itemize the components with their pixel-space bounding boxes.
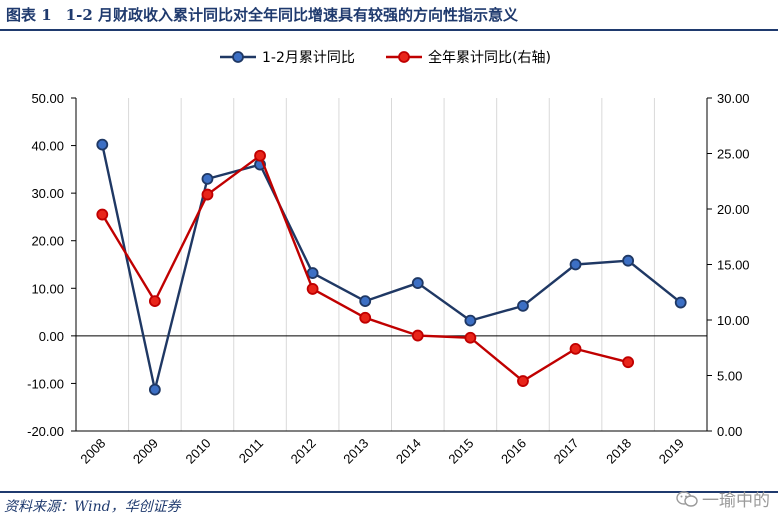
y-right-tick-label: 25.00 xyxy=(717,147,750,162)
x-tick-label: 2010 xyxy=(183,436,214,467)
x-tick-label: 2016 xyxy=(498,436,529,467)
data-point-red xyxy=(254,149,266,162)
x-tick-label: 2008 xyxy=(77,436,108,467)
data-point-red xyxy=(411,329,424,342)
data-point-blue xyxy=(674,296,687,309)
data-point-blue xyxy=(622,254,635,267)
data-point-red xyxy=(517,375,529,387)
x-tick-label: 2015 xyxy=(445,436,476,467)
data-point-red xyxy=(622,356,635,369)
legend-marker xyxy=(398,51,410,63)
figure-title: 图表 1 1-2 月财政收入累计同比对全年同比增速具有较强的方向性指示意义 xyxy=(6,4,518,25)
footer-rule xyxy=(0,491,778,493)
y-left-tick-label: 0.00 xyxy=(39,329,64,344)
y-axis-right: 30.00 25.00 20.00 15.00 10.00 5.00 0.00 xyxy=(707,91,750,439)
y-right-tick-label: 20.00 xyxy=(717,202,750,217)
y-left-tick-label: 30.00 xyxy=(31,186,64,201)
x-tick-label: 2019 xyxy=(656,436,687,467)
data-point-blue xyxy=(464,314,477,327)
y-left-tick-label: 50.00 xyxy=(31,91,64,106)
wechat-icon xyxy=(676,490,698,507)
line-chart: 1-2月累计同比 全年累计同比(右轴) 50.00 40.00 30.00 20.00 1… xyxy=(27,49,750,467)
data-point-red xyxy=(569,342,582,355)
data-point-red xyxy=(148,295,161,308)
data-point-blue xyxy=(201,172,214,185)
data-point-blue xyxy=(306,267,319,279)
y-left-tick-label: 20.00 xyxy=(31,234,64,249)
y-right-tick-label: 30.00 xyxy=(717,91,750,106)
data-point-red xyxy=(306,283,319,295)
data-point-blue xyxy=(359,295,372,308)
y-right-tick-label: 10.00 xyxy=(717,313,750,328)
data-point-red xyxy=(464,331,477,344)
legend-label: 1-2月累计同比 xyxy=(262,50,355,66)
data-point-blue xyxy=(517,299,529,312)
x-tick-label: 2018 xyxy=(603,436,634,467)
legend-label: 全年累计同比(右轴) xyxy=(428,49,551,66)
x-tick-label: 2014 xyxy=(393,436,424,467)
series-layer xyxy=(96,138,687,396)
title-rule xyxy=(0,29,778,31)
data-point-red xyxy=(201,188,214,201)
data-point-red xyxy=(359,311,372,324)
x-tick-label: 2011 xyxy=(236,436,266,466)
watermark-text: 一瑜中的 xyxy=(702,491,770,511)
x-tick-label: 2012 xyxy=(288,436,319,467)
data-point-blue xyxy=(411,277,424,289)
x-axis: 2008 2009 2010 2011 2012 2013 2014 2015 2016 2017… xyxy=(77,436,686,467)
y-right-tick-label: 0.00 xyxy=(717,424,742,439)
watermark: 一瑜中的 xyxy=(676,486,770,511)
y-left-tick-label: -10.00 xyxy=(27,376,64,391)
grid-lines xyxy=(75,98,708,431)
y-left-tick-label: -20.00 xyxy=(27,424,64,439)
figure-label: 图表 1 xyxy=(6,6,52,24)
data-point-blue xyxy=(148,383,161,396)
legend-marker xyxy=(232,51,244,63)
x-tick-label: 2009 xyxy=(130,436,161,467)
data-point-blue xyxy=(96,138,109,151)
x-tick-label: 2017 xyxy=(551,436,582,467)
y-left-tick-label: 40.00 xyxy=(31,139,64,154)
chart-legend: 1-2月累计同比 全年累计同比(右轴) xyxy=(220,49,551,66)
figure-title-text: 1-2 月财政收入累计同比对全年同比增速具有较强的方向性指示意义 xyxy=(65,6,518,24)
data-point-blue xyxy=(569,258,582,271)
y-right-tick-label: 15.00 xyxy=(717,258,750,273)
y-right-tick-label: 5.00 xyxy=(717,369,742,384)
y-left-tick-label: 10.00 xyxy=(31,281,64,296)
x-tick-label: 2013 xyxy=(340,436,371,467)
data-point-red xyxy=(96,208,109,221)
y-axis-left: 50.00 40.00 30.00 20.00 10.00 0.00 -10.00 -20.0… xyxy=(27,91,76,439)
source-note: 资料来源：Wind，华创证券 xyxy=(4,499,181,515)
